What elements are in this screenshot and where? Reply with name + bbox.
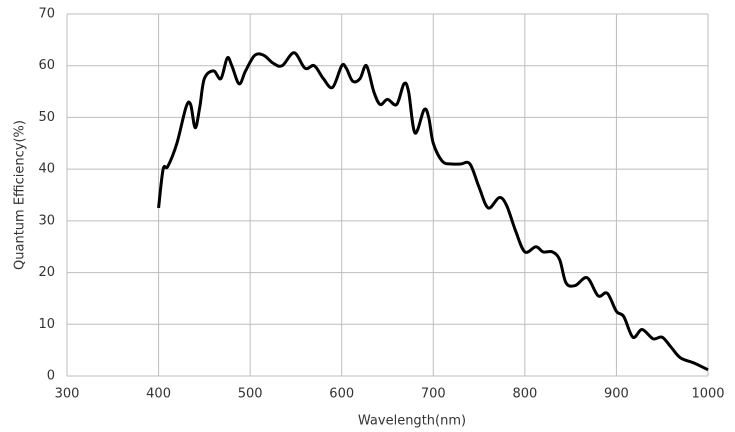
y-tick-label: 40 bbox=[38, 162, 55, 177]
y-tick-label: 10 bbox=[38, 317, 55, 332]
data-line bbox=[157, 51, 709, 372]
y-tick-label: 30 bbox=[38, 213, 55, 228]
y-tick-label: 60 bbox=[38, 58, 55, 73]
y-tick-label: 50 bbox=[38, 110, 55, 125]
y-tick-label: 70 bbox=[38, 7, 55, 22]
x-tick-label: 300 bbox=[55, 387, 80, 402]
y-axis-label: Quantum Efficiency(%) bbox=[13, 120, 28, 270]
x-tick-label: 800 bbox=[512, 387, 537, 402]
x-tick-label: 900 bbox=[604, 387, 629, 402]
x-tick-label: 400 bbox=[146, 387, 171, 402]
y-tick-label: 20 bbox=[38, 265, 55, 280]
x-tick-label: 1000 bbox=[691, 387, 724, 402]
y-tick-label: 0 bbox=[47, 369, 55, 384]
x-tick-label: 500 bbox=[238, 387, 263, 402]
x-axis-label: Wavelength(nm) bbox=[358, 414, 466, 429]
x-tick-label: 600 bbox=[329, 387, 354, 402]
x-tick-label: 700 bbox=[421, 387, 446, 402]
